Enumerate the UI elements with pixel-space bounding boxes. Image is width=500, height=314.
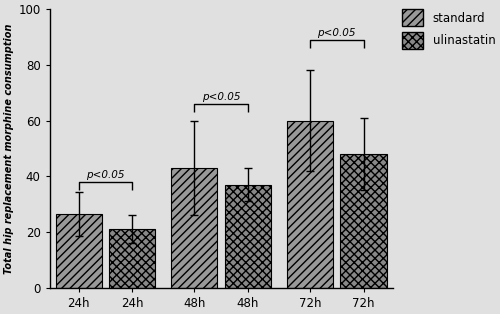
Bar xyxy=(225,185,271,288)
Bar xyxy=(286,121,333,288)
Bar xyxy=(56,214,102,288)
Bar xyxy=(171,168,218,288)
Y-axis label: Total hip replacement morphine consumption: Total hip replacement morphine consumpti… xyxy=(4,23,14,274)
Text: p<0.05: p<0.05 xyxy=(86,170,125,180)
Bar xyxy=(340,154,386,288)
Text: p<0.05: p<0.05 xyxy=(202,92,240,102)
Text: p<0.05: p<0.05 xyxy=(318,28,356,38)
Legend: standard, ulinastatin: standard, ulinastatin xyxy=(402,9,496,49)
Bar xyxy=(110,229,156,288)
